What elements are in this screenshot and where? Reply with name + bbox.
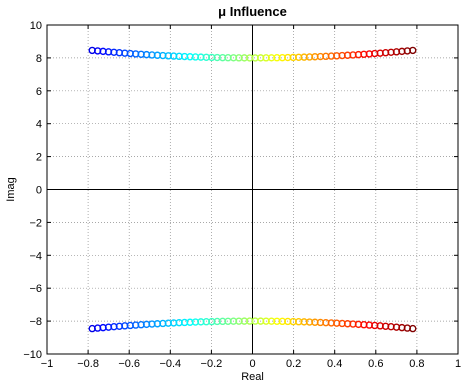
tick-marks [46, 24, 459, 355]
x-tick-label: 0.2 [286, 358, 301, 370]
x-tick-label: −0.2 [201, 358, 223, 370]
x-tick-label: −1 [41, 358, 54, 370]
zero-lines [47, 25, 458, 354]
x-tick-label: 0 [249, 358, 255, 370]
x-tick-label: 0.6 [368, 358, 383, 370]
x-tick-label: 0.4 [327, 358, 342, 370]
y-tick-label: −8 [29, 316, 42, 328]
y-tick-label: −4 [29, 250, 42, 262]
data-points [88, 46, 417, 333]
y-tick-label: 2 [36, 152, 42, 164]
y-tick-label: 8 [36, 53, 42, 65]
x-tick-label: 0.8 [409, 358, 424, 370]
data-point-s1 [409, 46, 417, 55]
data-point-s2 [409, 324, 417, 333]
y-tick-label: 6 [36, 86, 42, 98]
x-tick-label: −0.8 [77, 358, 99, 370]
x-tick-label: −0.4 [159, 358, 181, 370]
grid-lines [47, 25, 458, 354]
y-axis-label: Imag [5, 177, 17, 201]
plot-area [46, 24, 459, 355]
x-tick-label: −0.6 [118, 358, 140, 370]
y-tick-label: −10 [23, 349, 42, 361]
y-tick-label: −6 [29, 283, 42, 295]
y-tick-label: 0 [36, 185, 42, 197]
x-axis-label: Real [241, 371, 264, 383]
x-tick-labels: −1 −0.8 −0.6 −0.4 −0.2 0 0.2 0.4 0.6 0.8 1 [41, 358, 461, 370]
chart-title: μ Influence [218, 4, 287, 19]
y-tick-label: 10 [30, 20, 42, 32]
y-tick-label: 4 [36, 119, 42, 131]
x-tick-label: 1 [455, 358, 461, 370]
y-tick-labels: −10 −8 −6 −4 −2 0 2 4 6 8 10 [23, 20, 42, 361]
y-tick-label: −2 [29, 217, 42, 229]
